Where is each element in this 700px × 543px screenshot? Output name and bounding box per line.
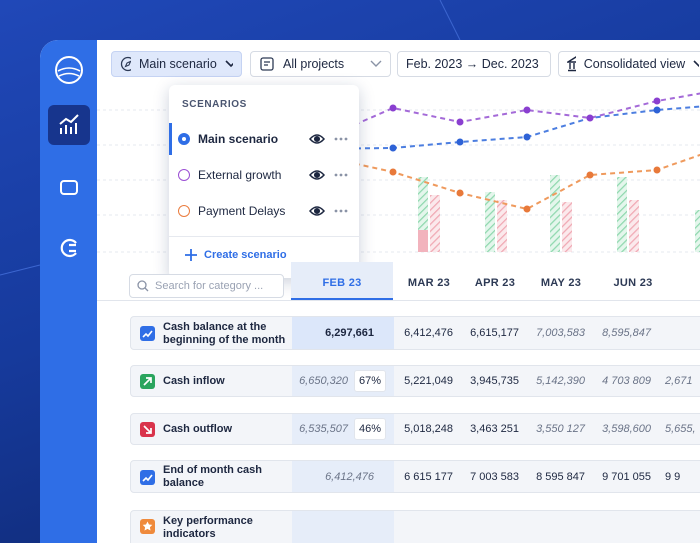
logo-waves: [57, 67, 81, 77]
cell: 5,221,049: [404, 375, 453, 387]
compass-icon: [120, 56, 131, 72]
projects-label: All projects: [283, 57, 345, 71]
projects-button[interactable]: All projects: [250, 51, 391, 77]
chart-dots: [389, 97, 661, 213]
active-column-header[interactable]: [291, 262, 393, 300]
column-header: MAY 23: [540, 277, 582, 289]
radio: [178, 205, 190, 217]
scenario-name: Payment Delays: [198, 204, 286, 218]
sidebar-icons: [48, 56, 90, 258]
nav-chart-icon: [59, 114, 79, 134]
cell: 5,018,248: [404, 423, 453, 435]
projects-icon: [260, 57, 274, 71]
period-label: Feb. 2023 → Dec. 2023: [406, 57, 539, 71]
cell: 6,412,476: [404, 327, 453, 339]
nav-active[interactable]: [48, 105, 90, 145]
radio-selected: [178, 133, 190, 145]
row-icon: [140, 326, 155, 341]
cell: 4 703 809: [602, 375, 651, 387]
radio: [178, 169, 190, 181]
app-window: Main scenario All projects Feb. 2023 → D…: [40, 40, 700, 543]
cell: 9 9: [665, 471, 681, 483]
backdrop-line: [439, 0, 461, 41]
divider: [169, 236, 359, 237]
backdrop-line: [0, 264, 41, 276]
cell: 6,412,476: [325, 471, 374, 483]
cell: 8 595 847: [536, 471, 585, 483]
table-row[interactable]: Cash balance at the beginning of the mon…: [130, 316, 700, 350]
highlight-cell: [292, 461, 394, 492]
row-icon: [140, 374, 155, 389]
scenario-item[interactable]: Main scenario: [169, 123, 359, 155]
cell: 9 701 055: [602, 471, 651, 483]
row-label: Cash balance at the beginning of the mon…: [163, 321, 286, 346]
cell: 3,550 127: [536, 423, 585, 435]
scenario-name: External growth: [198, 168, 282, 182]
bank-icon: [567, 56, 576, 72]
row-label: End of month cash balance: [163, 464, 262, 489]
item-actions: [309, 134, 348, 216]
chevron: [225, 60, 233, 68]
scenario-label: Main scenario: [138, 57, 217, 71]
row-label: Key performance indicators: [163, 515, 253, 540]
column-header: JUN 23: [613, 277, 653, 289]
row-icon: [140, 422, 155, 437]
nav-wallet-icon[interactable]: [60, 180, 78, 195]
row-label: Cash outflow: [163, 423, 233, 435]
chevron: [693, 60, 699, 67]
scenario-item[interactable]: External growth: [169, 159, 359, 191]
cell: 6,615,177: [470, 327, 519, 339]
scenario-item[interactable]: Payment Delays: [169, 195, 359, 227]
main-panel: Main scenario All projects Feb. 2023 → D…: [97, 40, 700, 543]
search-box[interactable]: Search for category ...: [129, 274, 284, 298]
cell: 2,671: [665, 375, 693, 387]
cell: 3,598,600: [602, 423, 651, 435]
cell: 7 003 583: [470, 471, 519, 483]
logo: [55, 56, 83, 84]
cell: 5,655,: [665, 423, 696, 435]
cell: 6,297,661: [325, 327, 374, 339]
cell: 6 615 177: [404, 471, 453, 483]
scenario-button[interactable]: Main scenario: [111, 51, 242, 77]
header-divider: [97, 300, 700, 301]
table-row[interactable]: Cash inflow 6,650,320 67% 5,221,049 3,94…: [130, 365, 700, 397]
nav-magnet-icon[interactable]: [60, 238, 77, 258]
cell: 5,142,390: [536, 375, 585, 387]
view-label: Consolidated view: [583, 57, 686, 71]
cell: 3,463 251: [470, 423, 519, 435]
search-icon: [137, 280, 149, 292]
view-button[interactable]: Consolidated view: [558, 51, 700, 77]
cell: 8,595,847: [602, 327, 651, 339]
create-label: Create scenario: [204, 249, 287, 261]
column-header: MAR 23: [407, 277, 451, 289]
percent-badge: 67%: [354, 370, 386, 392]
dropdown-heading: SCENARIOS: [182, 99, 247, 110]
row-icon: [140, 519, 155, 534]
search-placeholder: Search for category ...: [155, 280, 264, 292]
chart-bars: [334, 150, 700, 252]
table-row[interactable]: Key performance indicators: [130, 510, 700, 543]
create-scenario[interactable]: Create scenario: [184, 248, 287, 262]
table-row[interactable]: End of month cash balance 6,412,476 6 61…: [130, 460, 700, 493]
table-row[interactable]: Cash outflow 6,535,507 46% 5,018,248 3,4…: [130, 413, 700, 445]
sidebar: [40, 40, 97, 543]
percent-badge: 46%: [354, 418, 386, 440]
scenario-name: Main scenario: [198, 132, 279, 146]
cell: 3,945,735: [470, 375, 519, 387]
column-header: APR 23: [474, 277, 516, 289]
period-button[interactable]: Feb. 2023 → Dec. 2023: [397, 51, 551, 77]
cell: 6,650,320: [299, 375, 348, 387]
highlight-cell: [292, 317, 394, 349]
scenario-dropdown: SCENARIOS Main scenario External growth …: [169, 85, 359, 278]
cell: 6,535,507: [299, 423, 348, 435]
row-label: Cash inflow: [163, 375, 225, 387]
plus-icon: [185, 249, 197, 261]
cell: 7,003,583: [536, 327, 585, 339]
row-icon: [140, 470, 155, 485]
column-header: FEB 23: [322, 277, 362, 289]
chevron: [370, 60, 382, 67]
highlight-cell: [292, 511, 394, 543]
